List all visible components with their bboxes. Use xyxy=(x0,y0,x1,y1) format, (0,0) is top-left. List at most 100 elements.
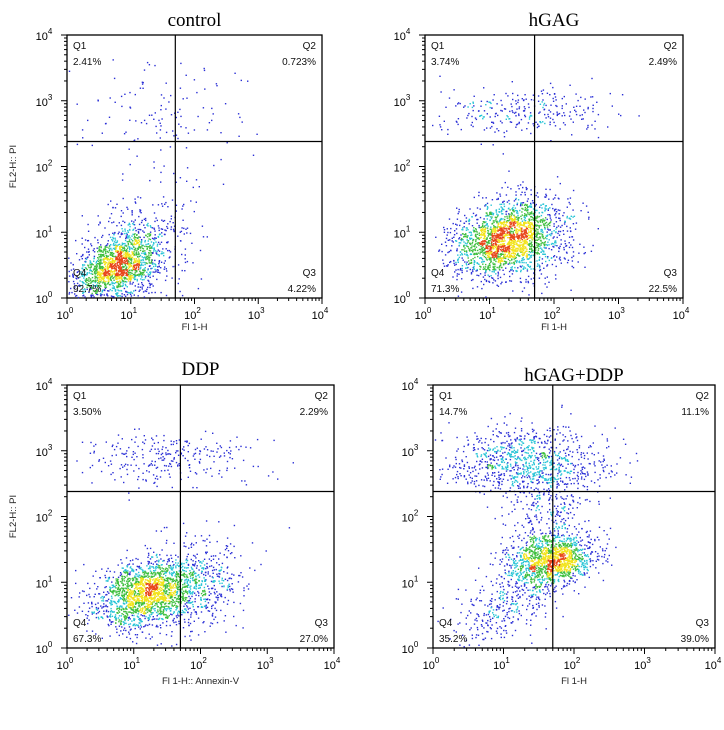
event-point xyxy=(486,202,489,205)
event-point xyxy=(556,113,559,115)
event-point xyxy=(126,249,128,251)
event-point xyxy=(572,189,575,192)
event-point xyxy=(464,242,467,244)
event-point xyxy=(88,266,90,269)
event-point xyxy=(556,256,558,258)
event-point xyxy=(492,268,494,271)
event-point xyxy=(564,240,566,242)
event-point xyxy=(499,257,501,260)
event-point xyxy=(494,243,496,245)
event-point xyxy=(151,247,154,249)
event-point xyxy=(135,464,137,467)
event-point xyxy=(451,245,453,247)
event-point xyxy=(138,255,141,258)
event-point xyxy=(450,227,452,230)
event-point xyxy=(83,288,86,290)
event-point xyxy=(126,261,129,263)
event-point xyxy=(507,246,509,248)
event-point xyxy=(144,239,146,242)
event-point xyxy=(465,220,467,223)
event-point xyxy=(122,266,124,268)
event-point xyxy=(89,287,92,289)
quadrant-id: Q2 xyxy=(664,41,678,52)
event-point xyxy=(139,87,142,89)
event-point xyxy=(112,270,114,273)
event-point xyxy=(142,457,144,459)
event-point xyxy=(485,258,488,260)
event-point xyxy=(496,229,499,232)
event-point xyxy=(161,251,163,253)
event-point xyxy=(138,244,140,246)
event-point xyxy=(140,243,142,245)
event-point xyxy=(559,128,561,130)
event-point xyxy=(175,210,177,212)
event-point xyxy=(148,246,150,248)
event-point xyxy=(88,280,90,283)
event-point xyxy=(496,213,498,215)
event-point xyxy=(99,271,101,273)
event-point xyxy=(155,270,157,272)
event-point xyxy=(240,79,242,82)
event-point xyxy=(148,252,150,254)
event-point xyxy=(123,266,125,268)
event-point xyxy=(513,222,515,224)
event-point xyxy=(166,526,168,529)
quadrant-percent: 0.723% xyxy=(282,57,316,68)
event-point xyxy=(454,230,456,232)
event-point xyxy=(537,249,540,251)
event-point xyxy=(158,229,160,232)
event-point xyxy=(492,263,495,266)
event-point xyxy=(543,104,545,106)
event-point xyxy=(570,244,572,246)
event-point xyxy=(510,224,512,226)
event-point xyxy=(133,237,135,239)
event-point xyxy=(501,222,503,224)
event-point xyxy=(184,258,186,260)
event-point xyxy=(139,273,142,276)
event-point xyxy=(138,487,140,489)
event-point xyxy=(147,279,149,282)
event-point xyxy=(483,232,486,235)
event-point xyxy=(499,246,502,248)
event-point xyxy=(126,293,129,296)
event-point xyxy=(485,279,488,282)
quadrant-id: Q4 xyxy=(431,268,445,279)
event-point xyxy=(543,109,545,111)
event-point xyxy=(245,446,247,448)
event-point xyxy=(548,109,550,111)
event-point xyxy=(171,277,173,279)
x-tick-base: 10 xyxy=(120,310,132,322)
event-point xyxy=(538,125,540,127)
event-point xyxy=(523,231,526,233)
event-point xyxy=(127,230,129,232)
event-point xyxy=(549,215,551,217)
event-point xyxy=(529,248,531,250)
event-point xyxy=(489,237,492,239)
event-point xyxy=(489,259,491,261)
event-point xyxy=(162,248,164,250)
event-point xyxy=(528,116,531,118)
event-point xyxy=(510,103,512,105)
event-point xyxy=(468,218,470,221)
event-point xyxy=(486,127,488,129)
event-point xyxy=(104,287,107,290)
event-point xyxy=(159,624,162,626)
event-point xyxy=(457,259,459,262)
event-point xyxy=(553,243,555,245)
event-point xyxy=(138,253,140,256)
event-point xyxy=(143,119,146,122)
event-point xyxy=(139,228,141,231)
event-point xyxy=(150,262,153,264)
event-point xyxy=(117,292,119,294)
event-point xyxy=(473,227,475,229)
event-point xyxy=(480,226,483,228)
event-point xyxy=(148,249,151,252)
event-point xyxy=(129,225,131,228)
event-point xyxy=(186,97,188,99)
event-point xyxy=(504,256,506,258)
event-point xyxy=(500,99,502,102)
event-point xyxy=(504,253,506,255)
event-point xyxy=(79,280,81,282)
event-point xyxy=(99,221,101,223)
event-point xyxy=(116,294,118,296)
